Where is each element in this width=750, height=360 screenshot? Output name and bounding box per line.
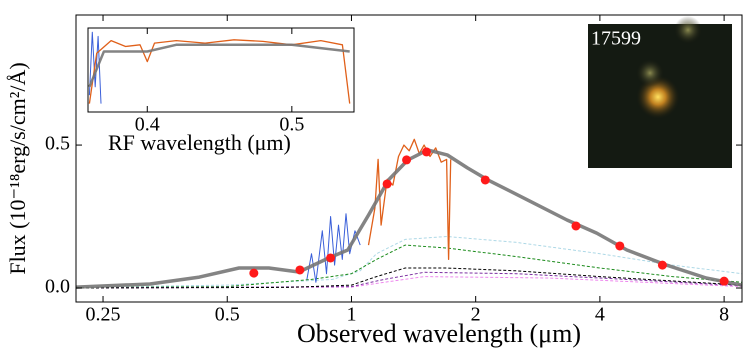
series-line: [76, 267, 742, 289]
data-point: [571, 221, 581, 231]
plot-frame: [75, 14, 743, 303]
x-axis-label: RF wavelength (μm): [108, 130, 291, 155]
plot-area: [88, 28, 354, 112]
data-point: [249, 268, 259, 278]
data-point: [421, 147, 431, 157]
series-line: [76, 148, 742, 289]
data-point: [326, 253, 336, 263]
data-point: [295, 265, 305, 275]
x-axis-label: Observed wavelength (μm): [297, 319, 581, 348]
data-point: [615, 241, 625, 251]
x-tick-label: 4: [595, 304, 605, 326]
y-tick-label: 0.5: [45, 133, 70, 155]
series-line: [76, 271, 742, 289]
x-tick-label: 0.4: [135, 114, 160, 136]
plot-marks: [76, 138, 742, 289]
series-line: [88, 43, 350, 88]
galaxy-blob: [636, 59, 664, 87]
series-line: [76, 276, 742, 289]
thumbnail: 17599: [588, 16, 732, 168]
x-tick-label: 2: [471, 304, 481, 326]
data-point: [657, 260, 667, 270]
galaxy-blob: [674, 16, 702, 44]
inset-chart: 0.4 0.5RF wavelength (μm): [87, 27, 355, 155]
y-axis-label: Flux (10⁻¹⁸erg/s/cm²/Å): [5, 62, 30, 274]
x-tick-label: 1: [346, 304, 356, 326]
series-line: [76, 244, 742, 289]
x-tick-label: 8: [719, 304, 729, 326]
plot-frame: [87, 27, 355, 113]
series-line: [76, 236, 742, 288]
series-line: [306, 213, 361, 283]
data-point: [382, 179, 392, 189]
data-point: [402, 155, 412, 165]
x-tick-label: 0.5: [215, 304, 240, 326]
series-line: [367, 138, 452, 261]
series-line: [88, 31, 102, 104]
x-tick-label: 0.25: [86, 304, 121, 326]
y-tick-label: 0.0: [45, 276, 70, 298]
series-line: [88, 39, 351, 104]
data-point: [719, 276, 729, 286]
x-tick-label: 0.5: [279, 114, 304, 136]
thumbnail-label: 17599: [591, 28, 641, 50]
plot-marks: [88, 31, 351, 104]
data-point: [480, 175, 490, 185]
